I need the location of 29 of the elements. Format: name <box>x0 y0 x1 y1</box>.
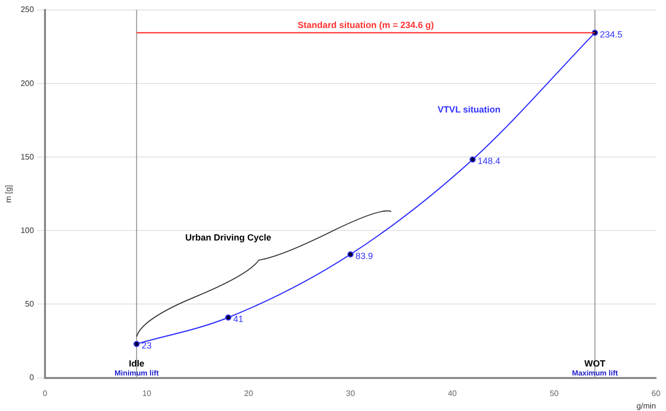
x-tick-label: 10 <box>142 388 152 398</box>
point <box>470 156 476 162</box>
y-tick-label: 250 <box>20 5 34 14</box>
data-label: 83.9 <box>355 250 374 261</box>
data-label: 148.4 <box>478 156 500 166</box>
y-tick-label: 100 <box>20 226 34 235</box>
x-tick-label: 20 <box>244 388 254 398</box>
series-label: VTVL situation <box>438 104 501 114</box>
y-axis-title: m [g] <box>4 185 14 203</box>
x-tick-label: 50 <box>550 388 560 398</box>
point <box>225 314 232 320</box>
x-axis-title: g/min <box>636 401 656 410</box>
y-tick-label: 50 <box>25 299 34 308</box>
annotation: WOT <box>584 358 606 369</box>
annotation: Idle <box>128 358 144 369</box>
x-tick-label: 0 <box>42 388 48 398</box>
annotation: Urban Driving Cycle <box>185 232 272 243</box>
y-tick-label: 200 <box>20 78 34 88</box>
point <box>134 340 140 347</box>
data-label: 41 <box>233 314 244 324</box>
y-tick-label: 150 <box>20 152 34 162</box>
x-tick-label: 40 <box>448 388 458 398</box>
data-label: 234.5 <box>600 29 622 40</box>
x-tick-label: 30 <box>346 388 356 398</box>
data-label: 23 <box>142 340 152 350</box>
point <box>347 251 354 258</box>
series-label: Standard situation (m = 234.6 g) <box>298 20 434 30</box>
x-tick-label: 60 <box>652 388 661 398</box>
y-tick-label: 0 <box>29 373 34 382</box>
